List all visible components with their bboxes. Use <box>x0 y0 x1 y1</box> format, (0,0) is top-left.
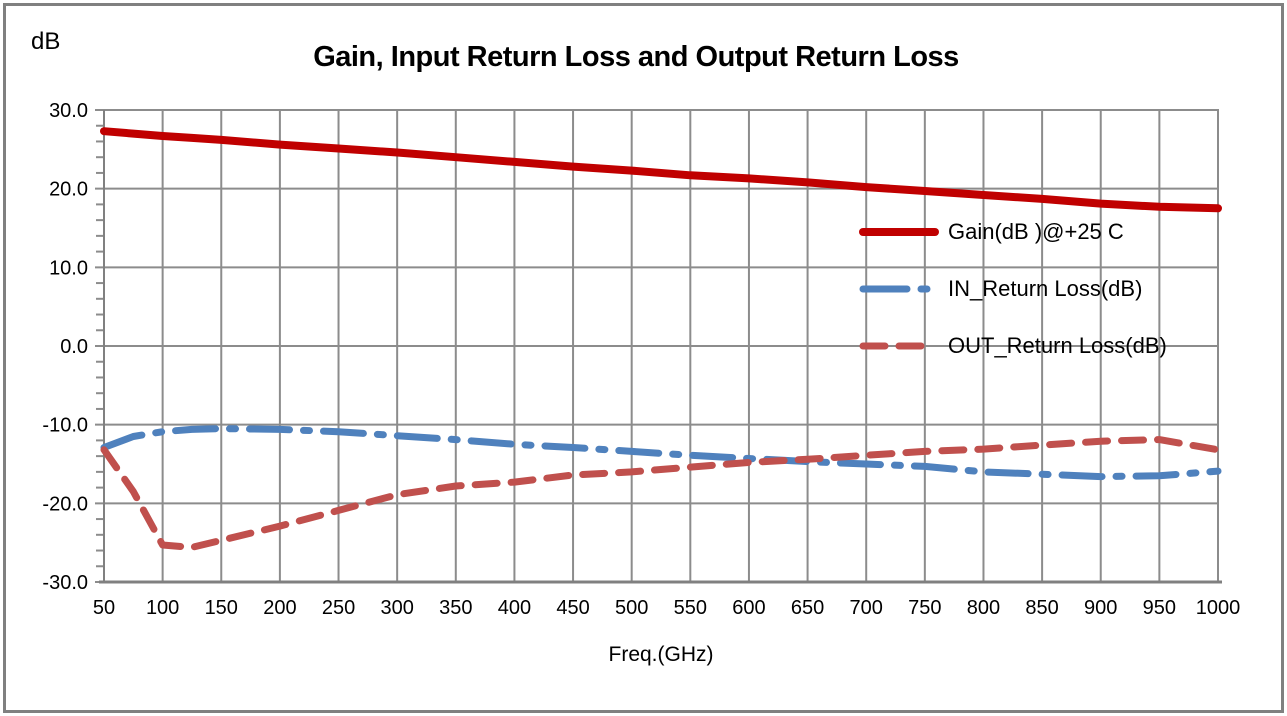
svg-text:30.0: 30.0 <box>49 100 88 122</box>
svg-text:900: 900 <box>1084 597 1117 619</box>
in-return-loss-line-swatch-icon <box>859 285 939 293</box>
svg-text:500: 500 <box>615 597 648 619</box>
svg-text:0.0: 0.0 <box>60 336 88 358</box>
svg-text:450: 450 <box>556 597 589 619</box>
svg-text:-20.0: -20.0 <box>42 493 88 515</box>
legend-label-out-return-loss: OUT_Return Loss(dB) <box>948 333 1167 358</box>
svg-text:200: 200 <box>263 597 296 619</box>
svg-text:350: 350 <box>439 597 472 619</box>
tick-labels-layer: 30.0 20.0 10.0 0.0 -10.0 -20.0 -30.050 100 150 20… <box>42 100 1240 619</box>
svg-text:-30.0: -30.0 <box>42 572 88 594</box>
gain-line-swatch-icon <box>859 228 939 236</box>
svg-text:20.0: 20.0 <box>49 179 88 201</box>
gridlines-layer <box>95 109 1219 583</box>
legend-item-out-return-loss: OUT_Return Loss(dB) <box>858 331 1188 361</box>
y-axis-unit-label: dB <box>31 28 61 55</box>
series-layer <box>100 127 1222 551</box>
svg-text:950: 950 <box>1143 597 1176 619</box>
legend-label-gain: Gain(dB )@+25 C <box>948 219 1124 244</box>
svg-text:750: 750 <box>908 597 941 619</box>
svg-text:50: 50 <box>93 597 115 619</box>
svg-text:650: 650 <box>791 597 824 619</box>
svg-text:400: 400 <box>498 597 531 619</box>
svg-text:150: 150 <box>205 597 238 619</box>
series-line-0 <box>100 127 1222 213</box>
x-axis-title: Freq.(GHz) <box>608 643 714 666</box>
legend-item-gain: Gain(dB )@+25 C <box>858 217 1188 247</box>
chart-title: Gain, Input Return Loss and Output Retur… <box>313 41 959 73</box>
legend-item-in-return-loss: IN_Return Loss(dB) <box>858 274 1188 304</box>
svg-text:1000: 1000 <box>1196 597 1241 619</box>
svg-text:-10.0: -10.0 <box>42 415 88 437</box>
legend: Gain(dB )@+25 C IN_Return Loss(dB) OUT_R… <box>858 217 1188 361</box>
svg-text:100: 100 <box>146 597 179 619</box>
svg-text:800: 800 <box>967 597 1000 619</box>
svg-text:250: 250 <box>322 597 355 619</box>
axes-layer <box>99 109 1222 584</box>
svg-text:550: 550 <box>674 597 707 619</box>
svg-text:700: 700 <box>850 597 883 619</box>
svg-text:600: 600 <box>732 597 765 619</box>
svg-text:850: 850 <box>1025 597 1058 619</box>
legend-label-in-return-loss: IN_Return Loss(dB) <box>948 276 1143 301</box>
svg-text:300: 300 <box>380 597 413 619</box>
out-return-loss-line-swatch-icon <box>859 342 939 350</box>
svg-text:10.0: 10.0 <box>49 257 88 279</box>
series-line-2 <box>100 436 1222 551</box>
series-line-1 <box>100 425 1222 481</box>
